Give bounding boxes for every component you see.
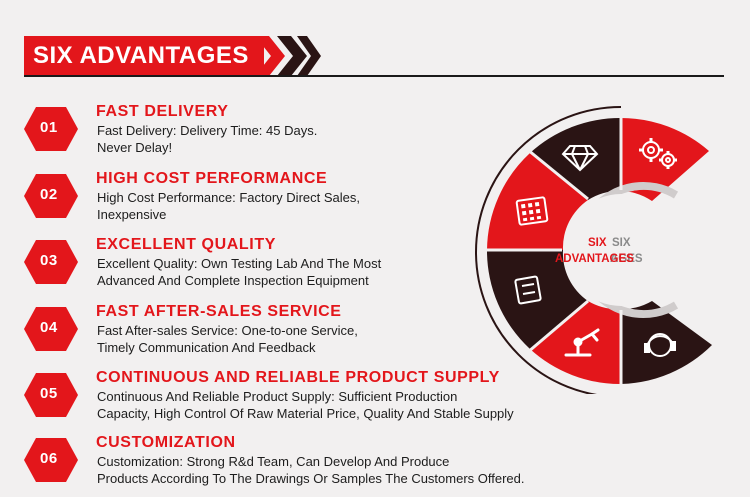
wheel-segment-headset (621, 301, 712, 384)
advantage-number: 03 (40, 252, 58, 269)
advantage-description: Fast After-sales Service: One-to-one Ser… (97, 323, 358, 355)
advantage-number: 02 (40, 186, 58, 203)
advantage-item-after-sales-service: 04 FAST AFTER-SALES SERVICE Fast After-s… (0, 302, 600, 362)
hexagon-badge-icon (24, 174, 78, 218)
hexagon-badge-icon (24, 307, 78, 351)
robot-arm-icon (564, 328, 600, 357)
wheel-segment-gears (621, 118, 709, 201)
calculator-icon (515, 196, 549, 226)
advantage-title: HIGH COST PERFORMANCE (96, 170, 328, 187)
diamond-icon (561, 145, 599, 172)
advantage-number: 01 (40, 119, 58, 136)
wheel-segment-calculator (487, 153, 588, 250)
advantage-description: Excellent Quality: Own Testing Lab And T… (97, 256, 382, 288)
center-red-line2: ADVANTAGES (555, 253, 634, 265)
advantage-item-customization: 06 CUSTOMIZATION Customization: Strong R… (0, 433, 600, 493)
advantage-title: EXCELLENT QUALITY (96, 236, 276, 253)
advantage-title: CUSTOMIZATION (96, 434, 236, 451)
advantage-description: Continuous And Reliable Product Supply: … (97, 389, 514, 421)
advantage-number: 06 (40, 450, 58, 467)
outer-arc (475, 106, 622, 394)
hexagon-badge-icon (24, 373, 78, 417)
center-red-line1: SIX (588, 237, 607, 249)
advantage-title: CONTINUOUS AND RELIABLE PRODUCT SUPPLY (96, 369, 500, 386)
advantage-number: 04 (40, 319, 58, 336)
advantage-description: Fast Delivery: Delivery Time: 45 Days. N… (97, 123, 318, 155)
gears-icon (639, 138, 677, 169)
center-gray-line1: SIX (612, 237, 631, 249)
hexagon-badge-icon (24, 240, 78, 284)
box-icon (514, 275, 542, 305)
hexagon-badge-icon (24, 107, 78, 151)
chevron-arrows-icon (255, 36, 321, 76)
advantage-item-excellent-quality: 03 EXCELLENT QUALITY Excellent Quality: … (0, 235, 600, 295)
wheel-center-label: SIX AGES SIX ADVANTAGES (552, 235, 672, 269)
advantage-item-fast-delivery: 01 FAST DELIVERY Fast Delivery: Delivery… (0, 102, 600, 162)
header-divider (24, 75, 724, 77)
headset-icon (644, 333, 676, 357)
advantage-description: Customization: Strong R&d Team, Can Deve… (97, 454, 525, 486)
title-banner (24, 36, 264, 76)
center-gray-line2: AGES (610, 253, 643, 265)
advantage-description: High Cost Performance: Factory Direct Sa… (97, 190, 360, 222)
advantage-number: 05 (40, 385, 58, 402)
advantage-title: FAST AFTER-SALES SERVICE (96, 303, 342, 320)
advantage-item-high-cost-performance: 02 HIGH COST PERFORMANCE High Cost Perfo… (0, 169, 600, 229)
page-title: SIX ADVANTAGES (33, 42, 249, 69)
advantage-title: FAST DELIVERY (96, 103, 229, 120)
advantage-item-product-supply: 05 CONTINUOUS AND RELIABLE PRODUCT SUPPL… (0, 368, 600, 428)
hexagon-badge-icon (24, 438, 78, 482)
advantages-wheel (475, 106, 712, 394)
